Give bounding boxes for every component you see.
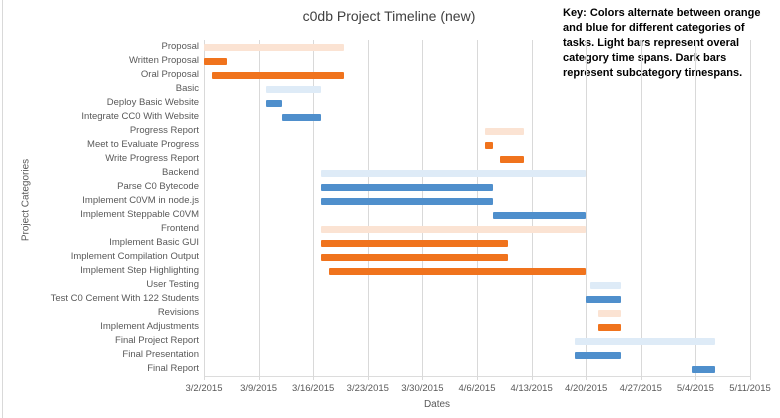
category-label: Parse C0 Bytecode: [117, 181, 199, 192]
x-axis-tickmark: [477, 376, 478, 380]
category-label: Write Progress Report: [105, 153, 199, 164]
x-axis-tick-label: 4/20/2015: [565, 383, 608, 394]
gantt-bar-subtask: [204, 57, 228, 65]
gantt-bar-category: [597, 309, 622, 317]
category-label: Implement Steppable C0VM: [80, 209, 199, 220]
gantt-bar-subtask: [266, 99, 282, 107]
x-axis-tickmark: [531, 376, 533, 380]
x-axis-tick-label: 4/6/2015: [458, 383, 496, 394]
category-label: Progress Report: [129, 125, 199, 136]
category-label: Implement Compilation Output: [70, 251, 199, 262]
category-label: Implement Adjustments: [100, 321, 199, 332]
gantt-bar-subtask: [321, 253, 509, 261]
category-label: Final Project Report: [115, 335, 199, 346]
plot-area: [204, 40, 751, 376]
gantt-bar-subtask: [500, 155, 524, 163]
gridline: [367, 40, 369, 376]
gantt-bar-subtask: [484, 141, 493, 149]
category-label: Implement Basic GUI: [109, 237, 199, 248]
gantt-bar-subtask: [282, 113, 321, 121]
gridline: [204, 40, 205, 376]
gantt-bar-category: [204, 43, 345, 51]
category-label: Proposal: [161, 41, 200, 52]
category-label: Backend: [162, 167, 199, 178]
gridline: [695, 40, 697, 376]
chart-title: c0db Project Timeline (new): [302, 8, 476, 24]
x-axis-tickmark: [313, 376, 315, 380]
x-axis-tick-label: 3/30/2015: [401, 383, 444, 394]
gantt-bar-subtask: [211, 71, 345, 79]
gridline: [477, 40, 478, 376]
gantt-bar-subtask: [574, 351, 622, 359]
gantt-bar-subtask: [328, 267, 587, 275]
gantt-bar-subtask: [597, 323, 622, 331]
x-axis-tick-label: 5/4/2015: [676, 383, 714, 394]
x-axis-tickmark: [586, 376, 588, 380]
gantt-bar-category: [321, 225, 587, 233]
gridline: [750, 40, 751, 376]
gridline: [313, 40, 315, 376]
x-axis-tick-label: 5/11/2015: [729, 383, 771, 394]
legend-key-note-line: and blue for different categories of: [563, 22, 745, 34]
legend-key-note-line: Key: Colors alternate between orange: [563, 7, 761, 19]
x-axis-tickmark: [422, 376, 424, 380]
gantt-bar-subtask: [321, 239, 509, 247]
gantt-bar-category: [574, 337, 715, 345]
gantt-bar-category: [590, 281, 622, 289]
gridline: [258, 40, 260, 376]
chart-frame-left-border: [2, 0, 3, 418]
gantt-bar-subtask: [321, 197, 493, 205]
gridline: [640, 40, 642, 376]
x-axis-tickmark: [695, 376, 697, 380]
category-label: Implement C0VM in node.js: [82, 195, 199, 206]
x-axis-tick-label: 4/13/2015: [510, 383, 553, 394]
gridline: [586, 40, 588, 376]
x-axis-tickmark: [367, 376, 369, 380]
legend-key-note-line: tasks. Light bars represent overal: [563, 37, 740, 49]
category-label: Frontend: [160, 223, 199, 234]
gridline: [531, 40, 533, 376]
gantt-bar-category: [266, 85, 321, 93]
gridline: [422, 40, 424, 376]
x-axis-tick-label: 3/16/2015: [292, 383, 335, 394]
x-axis-tick-label: 3/23/2015: [346, 383, 389, 394]
category-label: Meet to Evaluate Progress: [87, 139, 199, 150]
x-axis-tick-label: 3/9/2015: [240, 383, 278, 394]
category-label: Revisions: [157, 307, 199, 318]
category-label: Integrate CC0 With Website: [81, 111, 199, 122]
legend-key-note-line: represent subcategory timespans.: [563, 67, 743, 79]
gantt-bar-subtask: [691, 365, 715, 373]
category-label: Written Proposal: [128, 55, 199, 66]
gantt-bar-category: [321, 169, 587, 177]
legend-key-note: Key: Colors alternate between orange and …: [563, 6, 778, 81]
x-axis-tickmark: [640, 376, 642, 380]
category-label: Implement Step Highlighting: [80, 265, 199, 276]
category-label: Test C0 Cement With 122 Students: [50, 293, 199, 304]
x-axis-tick-label: 3/2/2015: [185, 383, 223, 394]
gantt-bar-subtask: [321, 183, 493, 191]
gantt-bar-subtask: [492, 211, 587, 219]
x-axis-tickmark: [258, 376, 260, 380]
gantt-bar-subtask: [586, 295, 622, 303]
category-label: Oral Proposal: [140, 69, 199, 80]
category-label: Final Report: [147, 363, 199, 374]
x-axis-tickmark: [750, 376, 751, 380]
gantt-bar-category: [484, 127, 524, 135]
x-axis-tick-label: 4/27/2015: [619, 383, 662, 394]
category-label: Deploy Basic Website: [106, 97, 199, 108]
category-label: Basic: [175, 83, 199, 94]
category-label: Final Presentation: [122, 349, 199, 360]
category-label: User Testing: [146, 279, 199, 290]
legend-key-note-line: category time spans. Dark bars: [563, 52, 727, 64]
x-axis-title: Dates: [423, 399, 451, 410]
x-axis-tickmark: [204, 376, 205, 380]
